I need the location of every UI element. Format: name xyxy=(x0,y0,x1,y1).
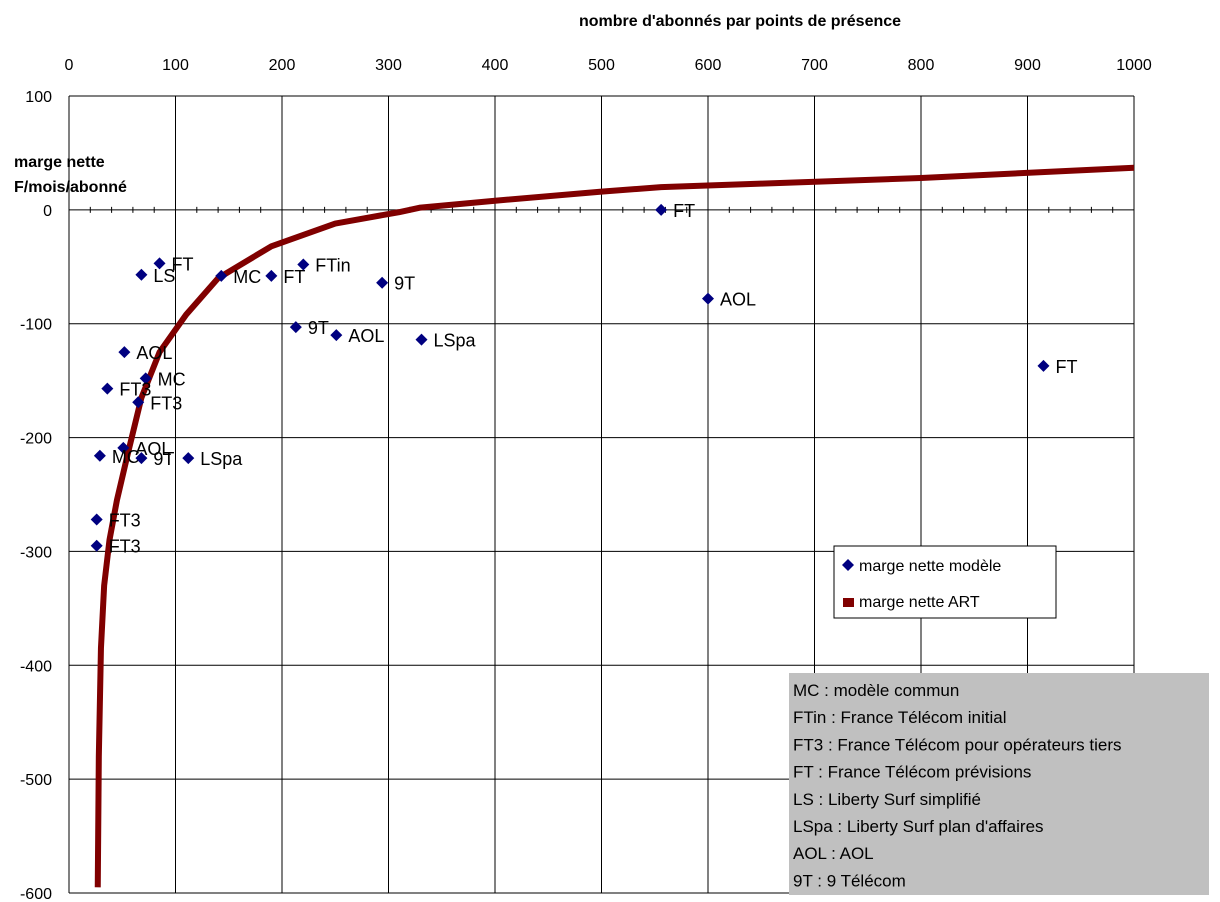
y-tick-label: -300 xyxy=(20,544,52,561)
data-point-label: FT xyxy=(172,254,194,274)
data-point-label: FT3 xyxy=(119,380,151,400)
data-point-label: AOL xyxy=(348,326,384,346)
x-tick-label: 900 xyxy=(1014,57,1041,74)
data-point-label: MC xyxy=(233,267,261,287)
x-tick-labels: 0 100 200 300 400 500 600 700 800 900 1000 xyxy=(65,57,1152,74)
chart-title: nombre d'abonnés par points de présence xyxy=(579,13,901,30)
x-tick-label: 800 xyxy=(908,57,935,74)
x-tick-label: 200 xyxy=(269,57,296,74)
legend: marge nette modèle marge nette ART xyxy=(833,545,1057,619)
y-tick-label: 0 xyxy=(43,203,52,220)
data-point-label: LSpa xyxy=(434,331,477,351)
data-point xyxy=(90,539,103,552)
data-point xyxy=(297,258,310,271)
x-tick-label: 0 xyxy=(65,57,74,74)
y-tick-label: 100 xyxy=(25,89,52,106)
data-point xyxy=(132,396,145,409)
note-line: FTin : France Télécom initial xyxy=(793,708,1007,727)
data-point xyxy=(289,321,302,334)
data-point xyxy=(93,449,106,462)
y-tick-label: -100 xyxy=(20,317,52,334)
x-tick-label: 700 xyxy=(801,57,828,74)
data-point-label: MC xyxy=(112,447,140,467)
data-point-label: FT3 xyxy=(150,393,182,413)
data-point xyxy=(415,333,428,346)
legend-entry-model: marge nette modèle xyxy=(859,558,1001,575)
data-point-label: AOL xyxy=(720,290,756,310)
note-line: AOL : AOL xyxy=(793,844,874,863)
data-point xyxy=(117,441,130,454)
data-point-label: FT xyxy=(673,201,695,221)
x-tick-label: 1000 xyxy=(1116,57,1152,74)
data-point-label: AOL xyxy=(136,343,172,363)
abbreviation-notes: MC : modèle commun FTin : France Télécom … xyxy=(789,673,1209,895)
data-point xyxy=(90,513,103,526)
notes-box xyxy=(789,673,1209,895)
data-point-label: FT xyxy=(1055,357,1077,377)
data-point-label: 9T xyxy=(308,318,329,338)
data-point-label: FTin xyxy=(315,256,350,276)
data-point xyxy=(135,452,148,465)
note-line: LSpa : Liberty Surf plan d'affaires xyxy=(793,817,1044,836)
data-point-label: FT3 xyxy=(109,511,141,531)
note-line: LS : Liberty Surf simplifié xyxy=(793,790,981,809)
note-line: FT : France Télécom prévisions xyxy=(793,763,1031,782)
data-point xyxy=(330,329,343,342)
x-tick-label: 400 xyxy=(482,57,509,74)
y-axis-label-line-1: marge nette xyxy=(14,154,105,171)
grid-lines xyxy=(68,95,1135,894)
x-tick-label: 600 xyxy=(695,57,722,74)
data-point-label: MC xyxy=(158,369,186,389)
y-tick-labels: 100 0 -100 -200 -300 -400 -500 -600 xyxy=(20,89,52,902)
data-point-label: AOL xyxy=(135,439,171,459)
y-axis-label-line-2: F/mois/abonné xyxy=(14,179,127,196)
note-line: 9T : 9 Télécom xyxy=(793,871,906,890)
legend-box xyxy=(833,545,1057,619)
data-point xyxy=(182,452,195,465)
y-tick-label: -400 xyxy=(20,658,52,675)
data-point xyxy=(1037,359,1050,372)
data-point-label: FT3 xyxy=(109,537,141,557)
x-tick-label: 300 xyxy=(375,57,402,74)
data-point-label: LSpa xyxy=(200,449,243,469)
data-point xyxy=(376,276,389,289)
data-point-label: 9T xyxy=(394,274,415,294)
note-line: MC : modèle commun xyxy=(793,681,959,700)
data-point xyxy=(135,268,148,281)
data-point xyxy=(655,203,668,216)
data-point xyxy=(215,269,228,282)
legend-marker-line xyxy=(843,598,854,607)
y-tick-label: -200 xyxy=(20,431,52,448)
y-tick-label: -600 xyxy=(20,886,52,902)
y-tick-label: -500 xyxy=(20,772,52,789)
x-tick-label: 100 xyxy=(162,57,189,74)
data-point-label: 9T xyxy=(153,449,174,469)
data-point xyxy=(101,382,114,395)
data-point xyxy=(153,257,166,270)
note-line: FT3 : France Télécom pour opérateurs tie… xyxy=(793,735,1122,754)
data-point-label: FT xyxy=(283,267,305,287)
data-point-label: LS xyxy=(153,266,175,286)
data-point xyxy=(139,372,152,385)
legend-marker-diamond xyxy=(842,559,854,571)
data-point xyxy=(118,346,131,359)
legend-entry-art: marge nette ART xyxy=(859,594,980,611)
data-point xyxy=(265,269,278,282)
x-tick-label: 500 xyxy=(588,57,615,74)
data-point xyxy=(702,292,714,305)
